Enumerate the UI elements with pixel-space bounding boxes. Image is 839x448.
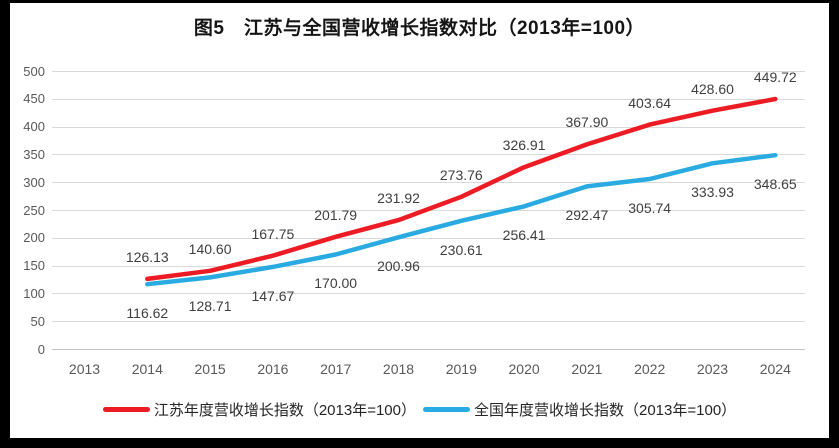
gridline <box>52 237 805 239</box>
x-axis-label: 2016 <box>257 361 289 377</box>
jiangsu-line-series <box>145 96 778 282</box>
gridline <box>52 71 805 72</box>
y-axis-tick-label: 150 <box>23 258 45 274</box>
data-label: 116.62 <box>126 305 169 322</box>
x-axis-label: 2014 <box>131 361 163 377</box>
data-label: 167.75 <box>251 225 295 242</box>
data-label: 140.60 <box>188 240 232 257</box>
data-label: 333.93 <box>691 184 734 201</box>
y-axis-tick-label: 300 <box>23 174 45 190</box>
y-axis-tick-label: 500 <box>23 63 45 79</box>
data-label: 230.61 <box>439 241 483 258</box>
y-axis-tick-label: 50 <box>30 313 45 329</box>
data-label: 201.79 <box>314 206 358 223</box>
data-label: 147.67 <box>251 287 295 304</box>
x-axis-label: 2021 <box>571 361 603 377</box>
x-axis-line <box>52 349 805 350</box>
x-axis-label: 2015 <box>194 361 226 377</box>
national-line-swatch-icon <box>423 407 470 412</box>
data-label: 428.60 <box>691 80 734 97</box>
legend-label-national: 全国年度营收增长指数（2013年=100） <box>474 402 737 419</box>
x-axis-label: 2013 <box>68 361 101 377</box>
chart-background <box>10 3 829 438</box>
x-axis-label: 2024 <box>759 361 791 377</box>
data-label: 449.72 <box>753 68 797 85</box>
data-label: 126.13 <box>125 248 169 265</box>
data-label: 348.65 <box>753 176 797 193</box>
chart-title: 图5 江苏与全国营收增长指数对比（2013年=100） <box>193 18 646 39</box>
data-label: 305.74 <box>628 200 672 216</box>
gridline <box>52 182 805 184</box>
gridline <box>52 154 805 156</box>
data-label: 326.91 <box>502 137 546 154</box>
y-axis-tick-label: 350 <box>23 146 45 162</box>
x-axis-label: 2022 <box>634 361 666 377</box>
data-label: 200.96 <box>377 258 420 275</box>
y-axis-tick-label: 450 <box>23 91 45 107</box>
gridline <box>52 293 805 295</box>
gridline <box>52 321 805 323</box>
jiangsu-line-swatch-icon <box>102 407 150 412</box>
data-label: 292.47 <box>565 207 609 224</box>
y-axis-tick-label: 400 <box>23 119 45 135</box>
data-label: 231.92 <box>377 190 420 207</box>
x-axis-label: 2023 <box>696 361 729 377</box>
national-line-series <box>145 152 778 287</box>
gridline <box>52 126 805 128</box>
x-axis-label: 2019 <box>445 361 477 377</box>
gridline <box>52 98 805 100</box>
legend-label-jiangsu: 江苏年度营收增长指数（2013年=100） <box>153 402 416 419</box>
data-label: 128.71 <box>188 298 232 315</box>
legend-item-jiangsu: 江苏年度营收增长指数（2013年=100） <box>102 399 416 420</box>
data-label: 273.76 <box>439 166 483 183</box>
y-axis-tick-label: 0 <box>37 341 45 357</box>
x-axis-label: 2020 <box>508 361 540 377</box>
data-label: 170.00 <box>314 275 358 292</box>
data-label: 367.90 <box>565 114 609 131</box>
y-axis-tick-label: 250 <box>23 202 45 218</box>
x-axis-label: 2017 <box>320 361 352 377</box>
data-label: 403.64 <box>628 94 672 111</box>
legend: 江苏年度营收增长指数（2013年=100） 全国年度营收增长指数（2013年=1… <box>0 399 839 420</box>
y-axis-tick-label: 200 <box>23 230 45 246</box>
data-label: 256.41 <box>502 227 546 244</box>
x-axis-label: 2018 <box>382 361 415 377</box>
y-axis-tick-label: 100 <box>23 285 45 301</box>
legend-item-national: 全国年度营收增长指数（2013年=100） <box>423 399 736 420</box>
gridline <box>52 265 805 267</box>
